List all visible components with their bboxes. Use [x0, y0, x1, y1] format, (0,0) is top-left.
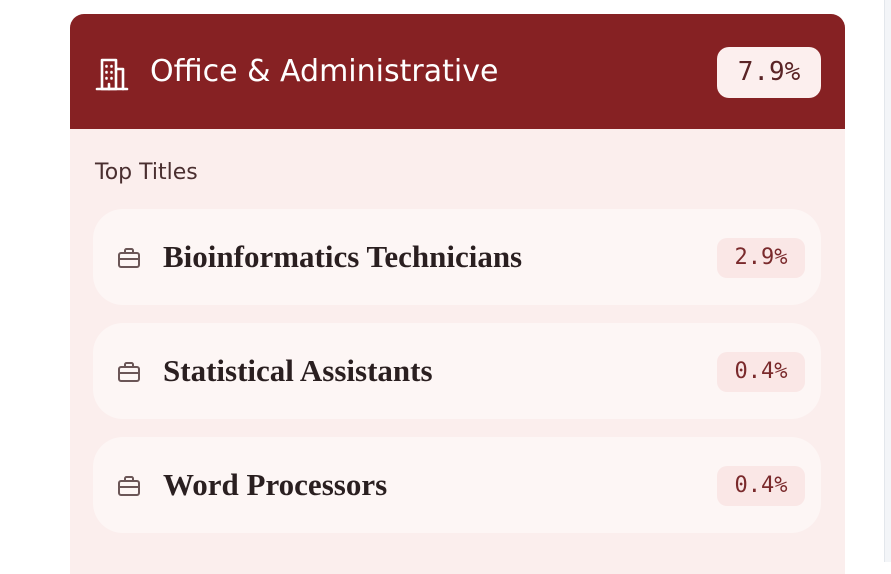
category-title: Office & Administrative	[150, 54, 499, 89]
briefcase-icon	[117, 361, 141, 383]
category-percent-badge: 7.9%	[717, 47, 821, 98]
title-percent-badge: 0.4%	[717, 352, 805, 392]
briefcase-icon	[117, 475, 141, 497]
title-percent-badge: 0.4%	[717, 466, 805, 506]
title-item-statistical-assistants[interactable]: Statistical Assistants 0.4%	[93, 323, 821, 419]
category-header: Office & Administrative 7.9%	[70, 14, 845, 129]
adjacent-panel-edge	[884, 0, 891, 562]
title-item-word-processors[interactable]: Word Processors 0.4%	[93, 437, 821, 533]
title-name: Word Processors	[163, 467, 388, 502]
building-icon	[94, 56, 130, 92]
category-card: Office & Administrative 7.9% Top Titles …	[70, 14, 845, 574]
title-percent-badge: 2.9%	[717, 238, 805, 278]
title-item-bioinformatics-technicians[interactable]: Bioinformatics Technicians 2.9%	[93, 209, 821, 305]
briefcase-icon	[117, 247, 141, 269]
title-name: Statistical Assistants	[163, 353, 433, 388]
top-titles-label: Top Titles	[95, 160, 198, 185]
title-name: Bioinformatics Technicians	[163, 239, 523, 274]
